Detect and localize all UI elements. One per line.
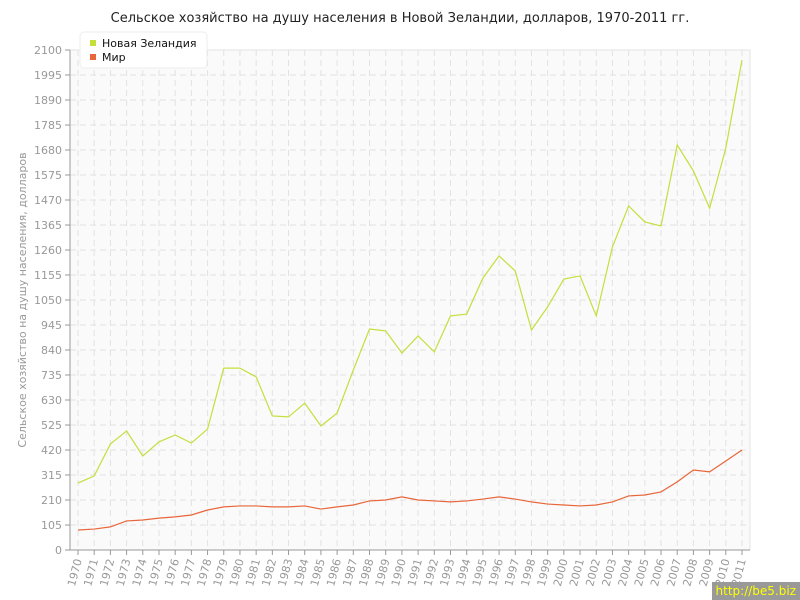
legend-label-world: Мир	[102, 51, 126, 64]
legend-label-nz: Новая Зеландия	[102, 37, 197, 50]
watermark: http://be5.biz	[711, 582, 800, 600]
y-tick-label: 1365	[34, 219, 62, 232]
legend-swatch-world	[90, 54, 96, 60]
legend: Новая Зеландия Мир	[79, 31, 208, 69]
y-tick-label: 2100	[34, 44, 62, 57]
y-tick-label: 1680	[34, 144, 62, 157]
y-tick-label: 210	[41, 494, 62, 507]
y-tick-label: 1155	[34, 269, 62, 282]
y-axis-label: Сельское хозяйство на душу населения, до…	[16, 152, 29, 447]
legend-swatch-nz	[90, 40, 96, 46]
y-tick-label: 105	[41, 519, 62, 532]
y-tick-label: 0	[55, 544, 62, 557]
y-tick-label: 1260	[34, 244, 62, 257]
y-tick-label: 1050	[34, 294, 62, 307]
y-tick-label: 1890	[34, 94, 62, 107]
y-tick-label: 1575	[34, 169, 62, 182]
y-tick-label: 525	[41, 419, 62, 432]
y-tick-label: 420	[41, 444, 62, 457]
y-tick-label: 630	[41, 394, 62, 407]
series-line-world	[77, 449, 743, 531]
y-tick-label: 1470	[34, 194, 62, 207]
y-tick-label: 315	[41, 469, 62, 482]
y-tick-label: 840	[41, 344, 62, 357]
series-line-nz	[77, 59, 743, 484]
y-tick-label: 735	[41, 369, 62, 382]
y-tick-label: 1785	[34, 119, 62, 132]
y-tick-label: 1995	[34, 69, 62, 82]
y-tick-label: 945	[41, 319, 62, 332]
chart-title: Сельское хозяйство на душу населения в Н…	[111, 11, 690, 26]
